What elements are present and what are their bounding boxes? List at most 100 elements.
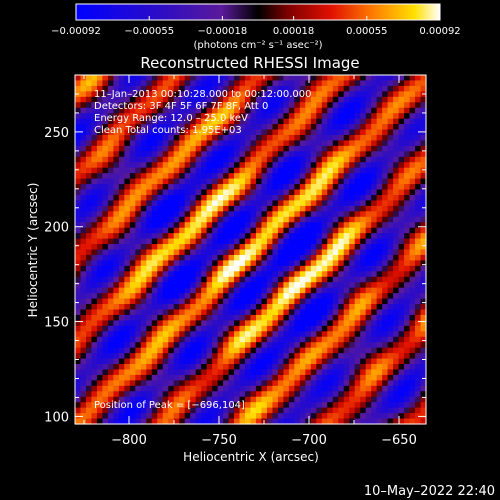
- heatmap-pixel: [354, 396, 361, 403]
- heatmap-pixel: [261, 364, 268, 371]
- heatmap-pixel: [393, 118, 400, 125]
- heatmap-pixel: [288, 249, 295, 256]
- heatmap-pixel: [376, 124, 383, 131]
- heatmap-pixel: [190, 418, 197, 425]
- heatmap-pixel: [272, 85, 279, 92]
- heatmap-pixel: [223, 96, 230, 103]
- heatmap-pixel: [239, 173, 246, 180]
- heatmap-pixel: [316, 353, 323, 360]
- heatmap-pixel: [228, 200, 235, 207]
- heatmap-pixel: [80, 249, 87, 256]
- heatmap-pixel: [96, 358, 104, 365]
- heatmap-pixel: [250, 380, 257, 387]
- heatmap-pixel: [277, 271, 284, 278]
- heatmap-pixel: [190, 162, 197, 169]
- heatmap-pixel: [332, 413, 339, 420]
- heatmap-pixel: [409, 396, 416, 403]
- heatmap-pixel: [146, 102, 153, 109]
- heatmap-pixel: [135, 156, 142, 163]
- heatmap-pixel: [266, 353, 274, 360]
- heatmap-pixel: [321, 287, 328, 294]
- heatmap-pixel: [85, 102, 93, 109]
- heatmap-pixel: [107, 205, 114, 212]
- heatmap-pixel: [190, 96, 197, 103]
- heatmap-pixel: [201, 118, 208, 125]
- heatmap-pixel: [129, 271, 136, 278]
- heatmap-pixel: [376, 309, 383, 316]
- heatmap-pixel: [305, 233, 312, 240]
- heatmap-pixel: [146, 156, 153, 163]
- heatmap-pixel: [129, 200, 136, 207]
- heatmap-pixel: [245, 364, 252, 371]
- heatmap-pixel: [107, 96, 114, 103]
- heatmap-pixel: [168, 325, 175, 332]
- heatmap-pixel: [371, 216, 378, 223]
- heatmap-pixel: [107, 145, 114, 152]
- heatmap-pixel: [217, 249, 224, 256]
- heatmap-pixel: [173, 402, 180, 409]
- heatmap-pixel: [201, 216, 208, 223]
- heatmap-pixel: [365, 173, 372, 180]
- heatmap-pixel: [190, 391, 197, 398]
- heatmap-pixel: [299, 385, 306, 392]
- heatmap-pixel: [409, 282, 416, 289]
- heatmap-pixel: [157, 96, 164, 103]
- heatmap-pixel: [184, 265, 191, 272]
- heatmap-pixel: [376, 200, 383, 207]
- heatmap-pixel: [184, 75, 191, 82]
- heatmap-pixel: [261, 129, 268, 136]
- heatmap-pixel: [179, 162, 186, 169]
- heatmap-pixel: [113, 342, 120, 349]
- heatmap-pixel: [283, 244, 290, 251]
- heatmap-pixel: [162, 358, 169, 365]
- heatmap-pixel: [299, 91, 306, 98]
- heatmap-pixel: [266, 85, 274, 92]
- heatmap-pixel: [195, 369, 202, 376]
- heatmap-pixel: [409, 129, 416, 136]
- heatmap-pixel: [409, 211, 416, 218]
- heatmap-pixel: [266, 380, 274, 387]
- heatmap-pixel: [91, 96, 98, 103]
- heatmap-pixel: [157, 320, 164, 327]
- heatmap-pixel: [228, 75, 235, 82]
- heatmap-pixel: [124, 385, 131, 392]
- heatmap-pixel: [371, 298, 378, 305]
- heatmap-pixel: [190, 342, 197, 349]
- heatmap-pixel: [354, 222, 361, 229]
- heatmap-pixel: [332, 134, 339, 142]
- heatmap-pixel: [343, 162, 350, 169]
- heatmap-pixel: [217, 271, 224, 278]
- heatmap-pixel: [75, 145, 82, 152]
- heatmap-pixel: [294, 298, 301, 305]
- heatmap-pixel: [250, 167, 257, 174]
- heatmap-pixel: [102, 184, 109, 191]
- heatmap-pixel: [415, 276, 422, 283]
- heatmap-pixel: [376, 364, 383, 371]
- heatmap-pixel: [316, 314, 323, 321]
- heatmap-pixel: [118, 189, 125, 196]
- heatmap-pixel: [168, 134, 175, 142]
- heatmap-pixel: [239, 402, 246, 409]
- heatmap-pixel: [80, 113, 87, 120]
- heatmap-pixel: [327, 369, 334, 376]
- heatmap-pixel: [80, 276, 87, 283]
- heatmap-pixel: [354, 287, 361, 294]
- heatmap-pixel: [168, 140, 175, 147]
- heatmap-pixel: [250, 80, 257, 87]
- heatmap-pixel: [382, 374, 389, 381]
- heatmap-pixel: [261, 184, 268, 191]
- heatmap-pixel: [277, 85, 284, 92]
- heatmap-pixel: [349, 249, 356, 256]
- heatmap-pixel: [354, 309, 361, 316]
- heatmap-pixel: [223, 178, 230, 185]
- heatmap-pixel: [212, 413, 219, 420]
- heatmap-pixel: [360, 287, 367, 294]
- heatmap-pixel: [415, 385, 422, 392]
- heatmap-pixel: [168, 314, 175, 321]
- heatmap-pixel: [228, 358, 235, 365]
- heatmap-pixel: [96, 227, 104, 234]
- heatmap-pixel: [151, 102, 158, 109]
- heatmap-pixel: [135, 282, 142, 289]
- heatmap-pixel: [190, 358, 197, 365]
- heatmap-pixel: [349, 75, 356, 82]
